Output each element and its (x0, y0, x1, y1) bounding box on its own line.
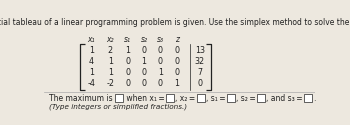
Text: s₂: s₂ (141, 35, 148, 44)
Text: 0: 0 (174, 68, 179, 77)
Text: 2: 2 (108, 46, 113, 55)
Text: 0: 0 (142, 68, 147, 77)
Text: 4: 4 (89, 57, 94, 66)
FancyBboxPatch shape (197, 94, 205, 102)
Text: The initial tableau of a linear programming problem is given. Use the simplex me: The initial tableau of a linear programm… (0, 18, 350, 27)
Text: 0: 0 (158, 57, 163, 66)
Text: 1: 1 (142, 57, 147, 66)
Text: 0: 0 (125, 57, 130, 66)
Text: s₁: s₁ (124, 35, 131, 44)
Text: 0: 0 (174, 46, 179, 55)
Text: , s₂ =: , s₂ = (236, 94, 257, 103)
Text: 1: 1 (174, 79, 179, 88)
Text: when x₁ =: when x₁ = (124, 94, 166, 103)
Text: , x₂ =: , x₂ = (175, 94, 197, 103)
Text: x₁: x₁ (88, 35, 95, 44)
Text: .: . (313, 94, 316, 103)
Text: x₂: x₂ (106, 35, 114, 44)
Text: 13: 13 (195, 46, 205, 55)
Text: s₃: s₃ (157, 35, 164, 44)
Text: 1: 1 (125, 46, 130, 55)
Text: 1: 1 (108, 57, 113, 66)
FancyBboxPatch shape (115, 94, 123, 102)
FancyBboxPatch shape (257, 94, 265, 102)
Text: 0: 0 (197, 79, 202, 88)
FancyBboxPatch shape (166, 94, 174, 102)
Text: 32: 32 (195, 57, 205, 66)
Text: The maximum is: The maximum is (49, 94, 115, 103)
FancyBboxPatch shape (304, 94, 312, 102)
Text: 0: 0 (125, 68, 130, 77)
Text: 7: 7 (197, 68, 202, 77)
Text: (Type integers or simplified fractions.): (Type integers or simplified fractions.) (49, 104, 187, 110)
Text: z: z (175, 35, 178, 44)
Text: 0: 0 (158, 79, 163, 88)
Text: 0: 0 (158, 46, 163, 55)
Text: , and s₃ =: , and s₃ = (266, 94, 304, 103)
Text: 1: 1 (89, 68, 94, 77)
Text: -4: -4 (87, 79, 95, 88)
FancyBboxPatch shape (227, 94, 235, 102)
Text: 0: 0 (125, 79, 130, 88)
Text: 0: 0 (174, 57, 179, 66)
Text: 1: 1 (108, 68, 113, 77)
Text: 1: 1 (158, 68, 163, 77)
Text: 0: 0 (142, 46, 147, 55)
Text: 1: 1 (89, 46, 94, 55)
Text: -2: -2 (106, 79, 114, 88)
Text: , s₁ =: , s₁ = (206, 94, 227, 103)
Text: 0: 0 (142, 79, 147, 88)
